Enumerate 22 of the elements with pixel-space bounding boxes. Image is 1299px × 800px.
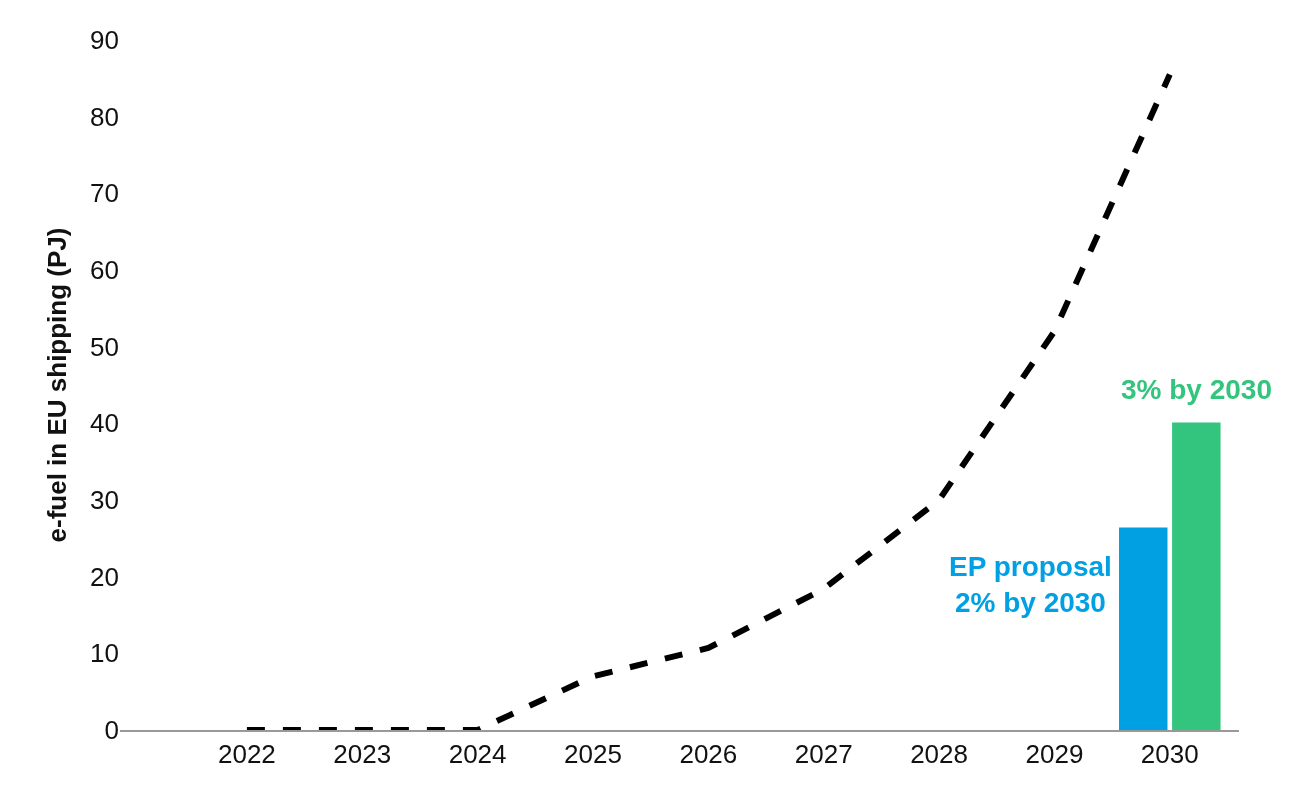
y-tick-label: 70 (90, 178, 119, 209)
y-tick-label: 80 (90, 101, 119, 132)
y-tick-label: 20 (90, 561, 119, 592)
x-tick-label: 2023 (333, 739, 392, 770)
x-tick-label: 2028 (910, 739, 968, 770)
x-tick-label: 2026 (679, 739, 738, 770)
y-tick-label: 50 (90, 331, 119, 362)
x-tick-label: 2030 (1140, 739, 1199, 770)
x-tick-label: 2025 (564, 739, 622, 770)
series-label: 3% by 2030 (1121, 374, 1272, 405)
series-label: EP proposal 2% by 2030 (949, 551, 1112, 619)
y-tick-label: 60 (90, 255, 119, 286)
x-tick-label: 2024 (448, 739, 507, 770)
x-tick-label: 2029 (1025, 739, 1084, 770)
y-tick-label: 40 (90, 408, 119, 439)
x-tick-label: 2022 (217, 739, 276, 770)
x-tick-label: 2027 (794, 739, 853, 770)
y-tick-label: 90 (90, 25, 119, 56)
y-tick-label: 10 (90, 638, 119, 669)
y-tick-label: 30 (90, 485, 119, 516)
y-axis-title: e-fuel in EU shipping (PJ) (42, 227, 73, 543)
y-tick-label: 0 (104, 715, 119, 746)
